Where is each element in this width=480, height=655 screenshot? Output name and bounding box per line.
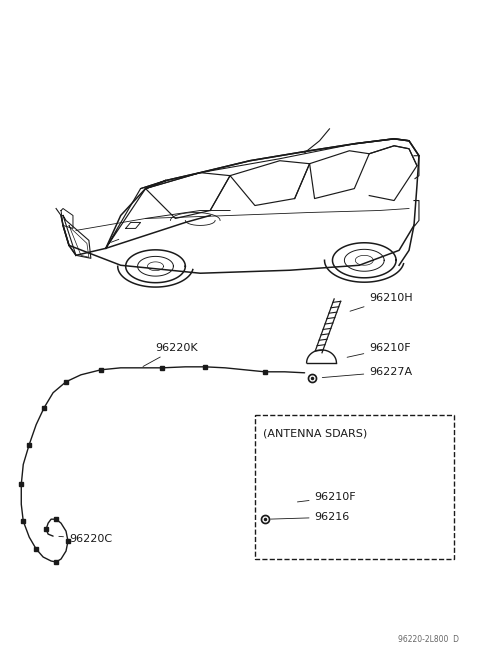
Text: 96210F: 96210F: [347, 343, 411, 357]
Text: 96220K: 96220K: [143, 343, 198, 367]
Text: 96216: 96216: [271, 512, 350, 522]
Text: 96220C: 96220C: [59, 534, 112, 544]
Text: 96220-2L800  D: 96220-2L800 D: [398, 635, 459, 644]
Bar: [255, 415, 454, 559]
Text: 96210H: 96210H: [350, 293, 413, 311]
Text: 96210F: 96210F: [298, 493, 356, 502]
Text: (ANTENNA SDARS): (ANTENNA SDARS): [263, 428, 367, 439]
Text: 96227A: 96227A: [322, 367, 412, 377]
